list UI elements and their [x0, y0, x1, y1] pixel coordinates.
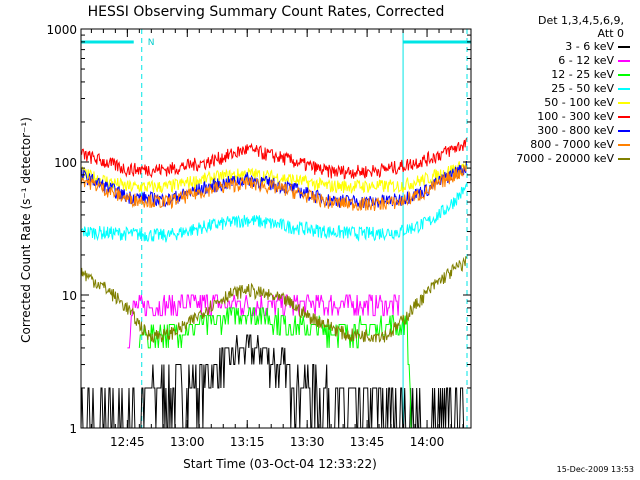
series-line — [80, 137, 467, 180]
legend-swatch — [618, 60, 630, 62]
x-tick-label: 13:30 — [290, 435, 325, 449]
y-tick-label: 10 — [62, 289, 77, 303]
legend-item: 100 - 300 keV — [478, 110, 630, 124]
series-line — [80, 165, 467, 211]
legend-label: 7000 - 20000 keV — [516, 152, 614, 165]
legend-header-line-1: Det 1,3,4,5,6,9, — [537, 14, 624, 27]
y-tick-label: 1 — [69, 422, 77, 436]
legend-item: 3 - 6 keV — [478, 40, 630, 54]
chart-title: HESSI Observing Summary Count Rates, Cor… — [88, 4, 445, 20]
x-tick-label: 13:15 — [230, 435, 265, 449]
series-line — [80, 183, 467, 243]
series-line — [80, 160, 467, 194]
legend-label: 6 - 12 keV — [558, 54, 614, 67]
legend-swatch — [618, 88, 630, 90]
legend-swatch — [618, 74, 630, 76]
legend-swatch — [618, 130, 630, 132]
night-marker-label: N — [148, 38, 155, 48]
x-tick-label: 14:00 — [410, 435, 445, 449]
legend-swatch — [618, 144, 630, 146]
y-tick-label: 100 — [54, 156, 77, 170]
legend-swatch — [618, 116, 630, 118]
legend-label: 25 - 50 keV — [551, 82, 614, 95]
legend-swatch — [618, 46, 630, 48]
y-axis-label: Corrected Count Rate (s⁻¹ detector⁻¹) — [19, 117, 33, 343]
legend-item: 300 - 800 keV — [478, 124, 630, 138]
series-line — [80, 334, 471, 429]
x-axis-label: Start Time (03-Oct-04 12:33:22) — [183, 457, 377, 471]
legend-label: 12 - 25 keV — [551, 68, 614, 81]
legend-label: 800 - 7000 keV — [530, 138, 614, 151]
legend-item: 7000 - 20000 keV — [478, 152, 630, 166]
legend-header-line-2: Att 0 — [597, 27, 624, 40]
legend-item: 6 - 12 keV — [478, 54, 630, 68]
timestamp-label: 15-Dec-2009 13:53 — [556, 465, 634, 474]
x-tick-label: 13:45 — [350, 435, 385, 449]
series-line — [80, 256, 467, 343]
chart-legend: Det 1,3,4,5,6,9, Att 0 3 - 6 keV 6 - 12 k… — [478, 14, 630, 166]
x-tick-label: 12:45 — [110, 435, 145, 449]
legend-swatch — [618, 158, 630, 160]
legend-item: 50 - 100 keV — [478, 96, 630, 110]
legend-label: 50 - 100 keV — [544, 96, 614, 109]
legend-label: 100 - 300 keV — [537, 110, 614, 123]
y-tick-label: 1000 — [46, 23, 77, 37]
legend-item: 800 - 7000 keV — [478, 138, 630, 152]
x-tick-label: 13:00 — [170, 435, 205, 449]
legend-item: 25 - 50 keV — [478, 82, 630, 96]
legend-swatch — [618, 102, 630, 104]
legend-item: 12 - 25 keV — [478, 68, 630, 82]
plot-frame — [80, 28, 472, 429]
legend-label: 3 - 6 keV — [565, 40, 614, 53]
legend-label: 300 - 800 keV — [537, 124, 614, 137]
